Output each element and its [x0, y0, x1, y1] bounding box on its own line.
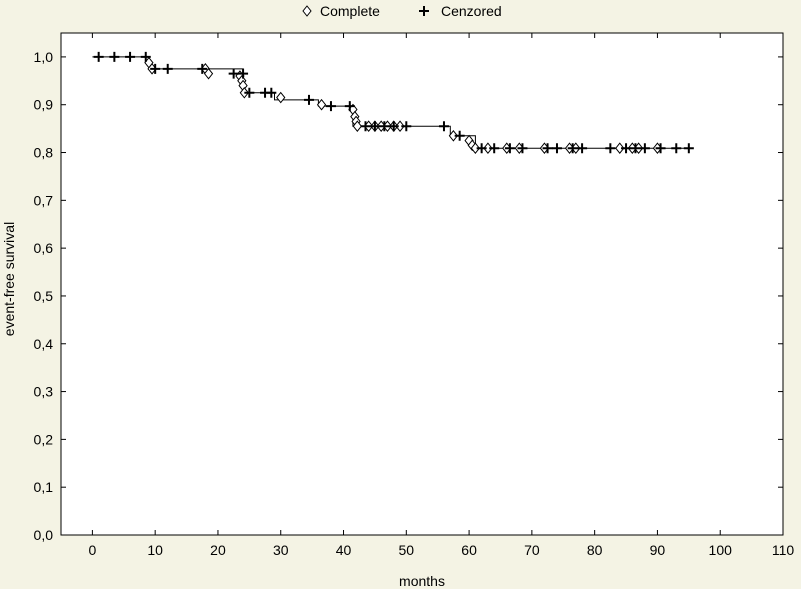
- x-tick-label: 50: [399, 542, 415, 558]
- x-tick-label: 110: [772, 542, 795, 558]
- x-tick-label: 80: [587, 542, 603, 558]
- complete-point: [395, 120, 405, 133]
- complete-point: [203, 67, 214, 80]
- cenzored-point: [388, 121, 399, 132]
- legend: Complete Cenzored: [302, 3, 502, 19]
- plus-marker: [419, 6, 429, 16]
- legend-label-complete: Complete: [320, 3, 380, 19]
- y-tick-label: 0,8: [34, 145, 54, 161]
- cenzored-point: [325, 101, 336, 112]
- x-axis-label: months: [399, 573, 445, 589]
- x-tick-label: 10: [147, 542, 163, 558]
- x-tick-label: 30: [273, 542, 289, 558]
- plot-area: [60, 32, 784, 536]
- cenzored-point: [303, 94, 314, 105]
- y-tick-label: 0,5: [34, 288, 54, 304]
- y-tick-label: 0,7: [34, 192, 54, 208]
- legend-marker-cenzored: [419, 6, 429, 16]
- x-axis: 0 10 20 30 40 50 60 70 80 90 100 110: [88, 33, 794, 558]
- cenzored-point: [542, 143, 553, 154]
- y-tick-label: 0,9: [34, 97, 54, 113]
- legend-label-cenzored: Cenzored: [441, 3, 502, 19]
- x-tick-label: 40: [336, 542, 352, 558]
- cenzored-point: [360, 121, 371, 132]
- cenzored-point: [401, 121, 412, 132]
- cenzored-point: [551, 143, 562, 154]
- cenzored-point: [517, 143, 528, 154]
- cenzored-point: [266, 87, 277, 98]
- cenzored-point: [369, 121, 380, 132]
- cenzored-point: [630, 143, 641, 154]
- complete-point: [316, 98, 327, 111]
- cenzored-point: [197, 63, 208, 74]
- x-tick-label: 60: [461, 542, 477, 558]
- y-tick-label: 1,0: [34, 49, 54, 65]
- cenzored-point: [344, 101, 355, 112]
- complete-point: [470, 142, 481, 155]
- cenzored-point: [671, 143, 682, 154]
- cenzored-series: [93, 51, 694, 154]
- y-tick-label: 0,0: [34, 527, 54, 543]
- cenzored-point: [438, 121, 449, 132]
- complete-point: [276, 91, 286, 104]
- y-axis: 0,0 0,1 0,2 0,3 0,4 0,5 0,6 0,7 0,8 0,9 1,0: [34, 49, 783, 543]
- cenzored-point: [162, 63, 173, 74]
- cenzored-point: [621, 143, 632, 154]
- y-tick-label: 0,1: [34, 479, 54, 495]
- cenzored-point: [140, 51, 151, 62]
- cenzored-point: [109, 51, 120, 62]
- y-axis-label: event-free survival: [1, 222, 17, 336]
- cenzored-point: [504, 143, 515, 154]
- cenzored-point: [125, 51, 136, 62]
- complete-point: [615, 142, 625, 155]
- x-tick-label: 20: [210, 542, 226, 558]
- cenzored-point: [93, 51, 104, 62]
- cenzored-point: [567, 143, 578, 154]
- y-tick-label: 0,4: [34, 336, 54, 352]
- legend-marker-complete: [302, 5, 312, 17]
- diamond-marker: [302, 5, 312, 17]
- complete-point: [239, 86, 249, 99]
- cenzored-point: [655, 143, 666, 154]
- cenzored-point: [238, 68, 249, 79]
- x-tick-label: 0: [88, 542, 96, 558]
- y-tick-label: 0,6: [34, 240, 54, 256]
- cenzored-point: [639, 143, 650, 154]
- x-tick-label: 90: [650, 542, 666, 558]
- x-tick-label: 100: [709, 542, 733, 558]
- cenzored-point: [605, 143, 616, 154]
- cenzored-point: [577, 143, 588, 154]
- cenzored-point: [228, 68, 239, 79]
- cenzored-point: [683, 143, 694, 154]
- complete-point: [352, 120, 362, 133]
- complete-point: [483, 142, 493, 155]
- cenzored-point: [379, 121, 390, 132]
- cenzored-point: [150, 63, 161, 74]
- complete-point: [448, 129, 459, 142]
- y-tick-label: 0,2: [34, 431, 54, 447]
- cenzored-point: [489, 143, 500, 154]
- y-tick-label: 0,3: [34, 384, 54, 400]
- cenzored-point: [476, 143, 487, 154]
- x-tick-label: 70: [524, 542, 540, 558]
- cenzored-point: [244, 87, 255, 98]
- cenzored-point: [454, 130, 465, 141]
